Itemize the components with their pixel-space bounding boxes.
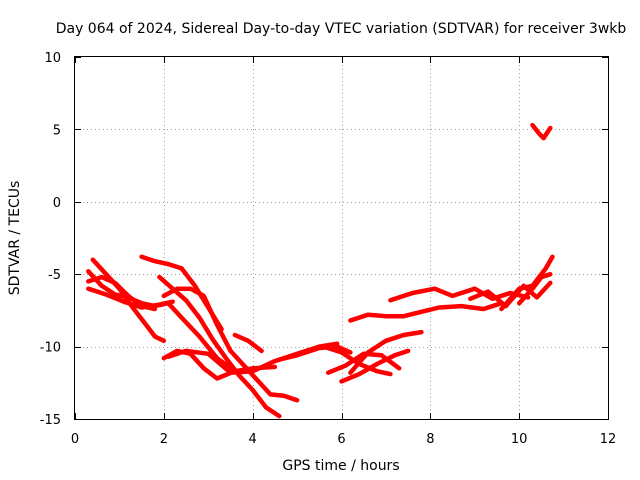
y-axis-label: SDTVAR / TECUs: [7, 181, 23, 296]
x-tick-labels: 0 2 4 6 8 10 12: [71, 432, 616, 447]
x-tick-label: 6: [337, 432, 345, 447]
x-tick-label: 12: [600, 432, 617, 447]
series-arc-16: [348, 300, 504, 323]
series-arc-20: [516, 271, 553, 306]
series-arc-11: [277, 344, 353, 362]
y-tick-label: -10: [40, 341, 61, 356]
grid-lines: [75, 57, 608, 419]
series-arc-14: [339, 348, 411, 384]
y-tick-label: 0: [53, 196, 61, 211]
x-axis-label: GPS time / hours: [282, 458, 399, 474]
series-arc-21: [530, 122, 553, 141]
x-tick-label: 10: [511, 432, 528, 447]
series-arc-4: [86, 274, 158, 312]
y-tick-label: -5: [48, 268, 61, 283]
x-tick-label: 2: [160, 432, 168, 447]
series-arc-1: [90, 257, 167, 344]
series-arc-19: [499, 254, 555, 312]
y-tick-labels: -15 -10 -5 0 5 10: [40, 51, 61, 428]
x-tick-label: 8: [426, 432, 434, 447]
plot-frame: [74, 56, 609, 420]
series-arc-6: [157, 274, 282, 419]
y-tick-label: 5: [53, 123, 61, 138]
x-tick-label: 0: [71, 432, 79, 447]
series-arc-10: [232, 332, 264, 354]
x-tick-label: 4: [249, 432, 257, 447]
series-arc-3: [86, 286, 175, 310]
chart-title: Day 064 of 2024, Sidereal Day-to-day VTE…: [56, 21, 627, 37]
series-arc-17: [388, 286, 531, 303]
y-tick-label: 10: [44, 51, 61, 66]
data-series: [86, 122, 555, 419]
y-tick-label: -15: [40, 413, 61, 428]
series-arc-15: [348, 329, 424, 375]
series-arc-7: [161, 286, 300, 403]
axis-ticks: [75, 57, 609, 420]
